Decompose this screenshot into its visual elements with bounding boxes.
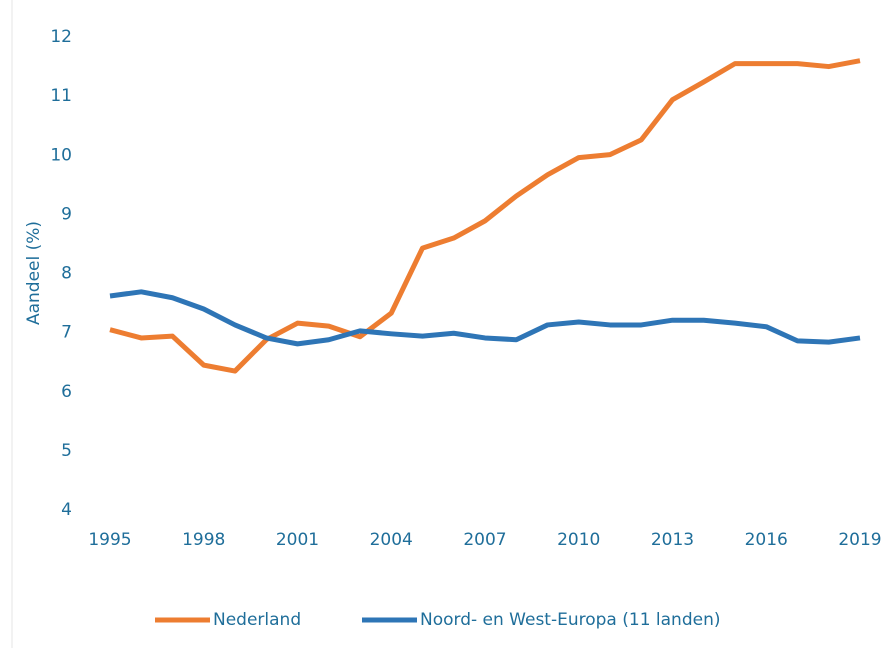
x-tick-label: 2019 [838, 530, 881, 550]
x-tick-label: 1995 [88, 530, 131, 550]
x-tick-label: 2001 [276, 530, 319, 550]
x-tick-label: 2007 [463, 530, 506, 550]
series-line [109, 289, 861, 347]
y-tick-label: 5 [61, 441, 72, 461]
y-tick-label: 12 [50, 27, 72, 47]
y-tick-label: 11 [50, 86, 72, 106]
y-tick-label: 10 [50, 145, 72, 165]
x-tick-label: 1998 [182, 530, 225, 550]
x-tick-label: 2004 [370, 530, 413, 550]
y-tick-label: 9 [61, 204, 72, 224]
y-axis-label: Aandeel (%) [24, 221, 44, 325]
x-tick-label: 2016 [745, 530, 788, 550]
y-tick-label: 4 [61, 500, 72, 520]
x-tick-label: 2010 [557, 530, 600, 550]
y-tick-label: 8 [61, 264, 72, 284]
series-line [109, 58, 861, 374]
y-tick-label: 6 [61, 382, 72, 402]
legend-label: Noord- en West-Europa (11 landen) [420, 610, 721, 630]
legend-label: Nederland [213, 610, 301, 630]
x-tick-label: 2013 [651, 530, 694, 550]
y-tick-label: 7 [61, 323, 72, 343]
